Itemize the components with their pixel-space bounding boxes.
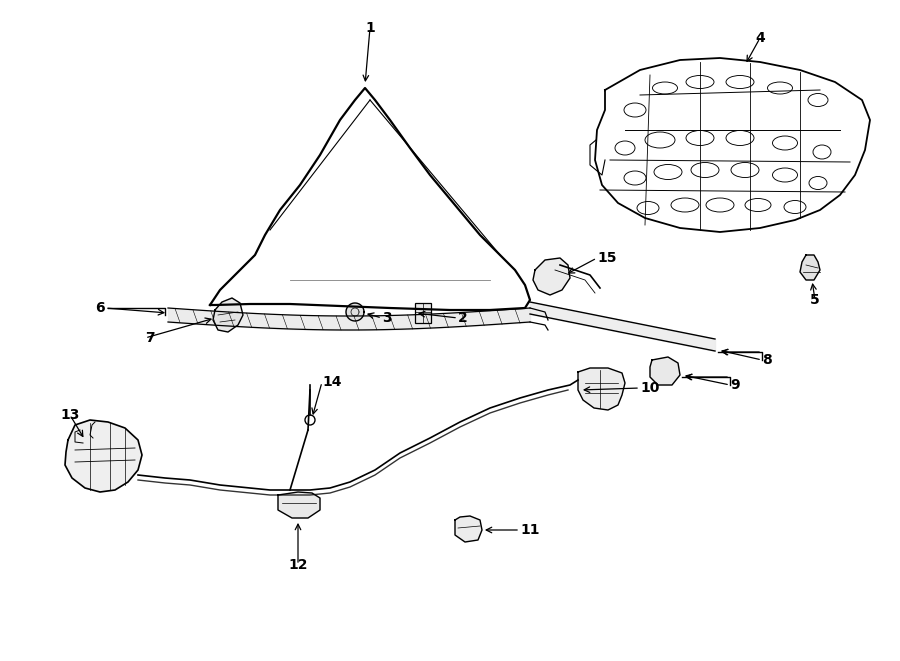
Ellipse shape bbox=[686, 75, 714, 89]
Ellipse shape bbox=[768, 82, 793, 94]
Ellipse shape bbox=[745, 198, 771, 212]
Ellipse shape bbox=[686, 130, 714, 145]
Polygon shape bbox=[533, 258, 570, 295]
Text: 12: 12 bbox=[288, 558, 308, 572]
Ellipse shape bbox=[731, 163, 759, 178]
Text: 8: 8 bbox=[762, 353, 772, 367]
Text: 14: 14 bbox=[322, 375, 341, 389]
Ellipse shape bbox=[624, 103, 646, 117]
Text: 15: 15 bbox=[597, 251, 617, 265]
Ellipse shape bbox=[652, 82, 678, 94]
Ellipse shape bbox=[706, 198, 734, 212]
Text: 13: 13 bbox=[60, 408, 80, 422]
Ellipse shape bbox=[784, 200, 806, 214]
Text: 1: 1 bbox=[365, 21, 375, 35]
Ellipse shape bbox=[772, 168, 797, 182]
Ellipse shape bbox=[809, 176, 827, 190]
Text: 2: 2 bbox=[458, 311, 468, 325]
Ellipse shape bbox=[726, 130, 754, 145]
Bar bbox=[415, 303, 431, 323]
Polygon shape bbox=[578, 368, 625, 410]
Polygon shape bbox=[650, 357, 680, 385]
Ellipse shape bbox=[654, 165, 682, 180]
Ellipse shape bbox=[615, 141, 635, 155]
Polygon shape bbox=[346, 303, 364, 321]
Ellipse shape bbox=[808, 93, 828, 106]
Text: 10: 10 bbox=[640, 381, 660, 395]
Ellipse shape bbox=[691, 163, 719, 178]
Ellipse shape bbox=[624, 171, 646, 185]
Text: 5: 5 bbox=[810, 293, 820, 307]
Ellipse shape bbox=[772, 136, 797, 150]
Polygon shape bbox=[800, 255, 820, 280]
Ellipse shape bbox=[671, 198, 699, 212]
Polygon shape bbox=[213, 298, 243, 332]
Ellipse shape bbox=[645, 132, 675, 148]
Text: 9: 9 bbox=[730, 378, 740, 392]
Ellipse shape bbox=[813, 145, 831, 159]
Polygon shape bbox=[455, 516, 482, 542]
Text: 4: 4 bbox=[755, 31, 765, 45]
Text: 11: 11 bbox=[520, 523, 539, 537]
Polygon shape bbox=[278, 492, 320, 518]
Text: 6: 6 bbox=[95, 301, 105, 315]
Ellipse shape bbox=[637, 202, 659, 215]
Text: 7: 7 bbox=[145, 331, 155, 345]
Ellipse shape bbox=[726, 75, 754, 89]
Text: 3: 3 bbox=[382, 311, 392, 325]
Polygon shape bbox=[65, 420, 142, 492]
